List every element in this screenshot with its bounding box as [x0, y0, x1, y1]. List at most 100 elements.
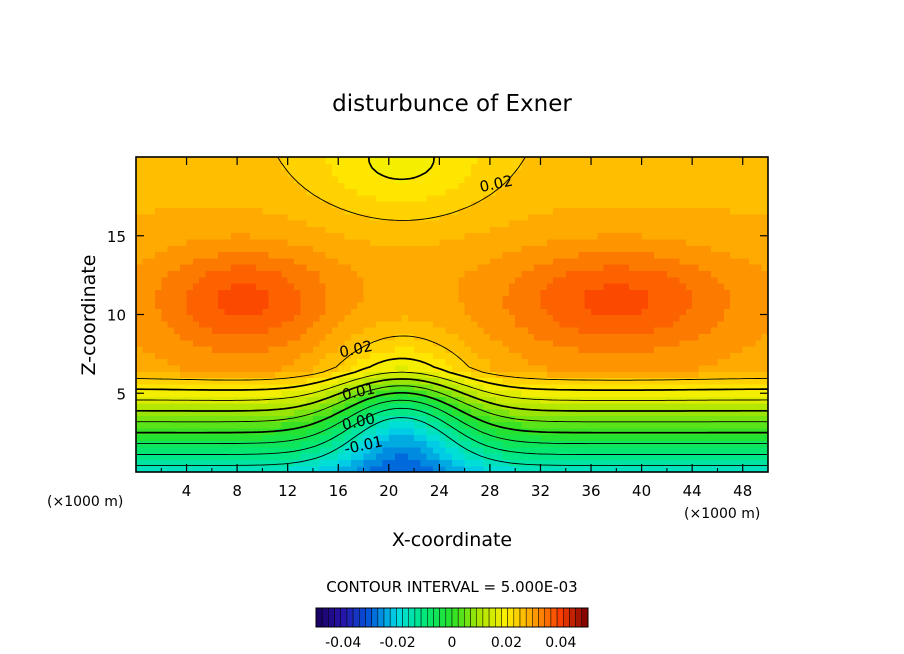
- field-cell: [237, 459, 245, 467]
- field-cell: [647, 194, 655, 202]
- field-cell: [357, 276, 365, 284]
- field-cell: [281, 283, 289, 290]
- field-cell: [414, 226, 421, 234]
- field-cell: [666, 175, 674, 183]
- field-cell: [730, 402, 737, 410]
- field-cell: [218, 295, 226, 303]
- field-cell: [647, 383, 655, 391]
- field-cell: [565, 182, 573, 190]
- field-cell: [711, 157, 719, 164]
- field-cell: [483, 276, 491, 284]
- field-cell: [540, 175, 548, 183]
- field-cell: [331, 163, 339, 171]
- field-cell: [521, 453, 529, 460]
- field-cell: [224, 346, 232, 353]
- field-cell: [730, 352, 737, 360]
- field-cell: [521, 201, 529, 208]
- field-cell: [483, 213, 491, 221]
- field-cell: [382, 201, 390, 208]
- field-cell: [237, 182, 245, 190]
- field-cell: [407, 257, 415, 265]
- field-cell: [350, 371, 358, 379]
- field-cell: [230, 169, 238, 177]
- field-cell: [369, 364, 377, 372]
- field-cell: [730, 257, 737, 265]
- field-cell: [338, 283, 346, 290]
- field-cell: [534, 270, 542, 278]
- field-cell: [148, 314, 156, 322]
- field-cell: [502, 421, 510, 429]
- field-cell: [363, 295, 371, 303]
- field-cell: [414, 453, 421, 460]
- field-cell: [224, 453, 232, 460]
- field-cell: [628, 339, 636, 347]
- field-cell: [433, 446, 440, 454]
- field-cell: [306, 213, 314, 221]
- field-cell: [275, 257, 282, 265]
- field-cell: [192, 314, 200, 322]
- field-cell: [350, 295, 358, 303]
- field-cell: [755, 226, 763, 234]
- field-cell: [414, 352, 421, 360]
- field-cell: [654, 415, 662, 423]
- field-cell: [673, 352, 681, 360]
- field-cell: [192, 270, 200, 278]
- field-cell: [357, 283, 365, 290]
- field-cell: [136, 157, 143, 164]
- field-cell: [300, 175, 308, 183]
- field-cell: [161, 446, 169, 454]
- field-cell: [622, 289, 630, 297]
- field-cell: [161, 339, 169, 347]
- field-cell: [331, 346, 339, 353]
- field-cell: [136, 371, 143, 379]
- field-cell: [761, 220, 769, 227]
- field-cell: [452, 465, 459, 473]
- field-cell: [388, 201, 396, 208]
- field-cell: [420, 238, 428, 246]
- field-cell: [698, 371, 706, 379]
- field-cell: [319, 314, 327, 322]
- field-cell: [692, 427, 700, 435]
- field-cell: [325, 163, 333, 171]
- field-cell: [161, 163, 169, 171]
- field-cell: [407, 238, 415, 246]
- field-cell: [698, 434, 706, 442]
- field-cell: [692, 459, 700, 467]
- field-cell: [603, 264, 611, 271]
- field-cell: [635, 213, 643, 221]
- field-cell: [319, 446, 327, 454]
- field-cell: [464, 213, 472, 221]
- field-cell: [553, 383, 561, 391]
- field-cell: [357, 194, 365, 202]
- field-cell: [458, 264, 466, 271]
- field-cell: [376, 157, 384, 164]
- field-cell: [369, 434, 377, 442]
- field-cell: [136, 238, 143, 246]
- field-cell: [294, 339, 301, 347]
- field-cell: [275, 295, 282, 303]
- field-cell: [483, 201, 491, 208]
- field-cell: [433, 383, 440, 391]
- field-cell: [388, 232, 396, 240]
- field-cell: [256, 402, 263, 410]
- field-cell: [433, 245, 440, 253]
- field-cell: [161, 327, 169, 334]
- field-cell: [433, 421, 440, 429]
- field-cell: [622, 465, 630, 473]
- field-cell: [565, 371, 573, 379]
- field-cell: [388, 188, 396, 196]
- field-cell: [730, 427, 737, 435]
- field-cell: [489, 358, 497, 366]
- field-cell: [572, 257, 579, 265]
- field-cell: [641, 314, 649, 322]
- field-cell: [249, 251, 257, 259]
- field-cell: [553, 301, 561, 309]
- field-cell: [186, 163, 194, 171]
- field-cell: [154, 270, 162, 278]
- field-cell: [420, 257, 428, 265]
- field-cell: [312, 226, 320, 234]
- field-cell: [635, 383, 643, 391]
- field-cell: [534, 194, 542, 202]
- field-cell: [407, 301, 415, 309]
- field-cell: [445, 226, 453, 234]
